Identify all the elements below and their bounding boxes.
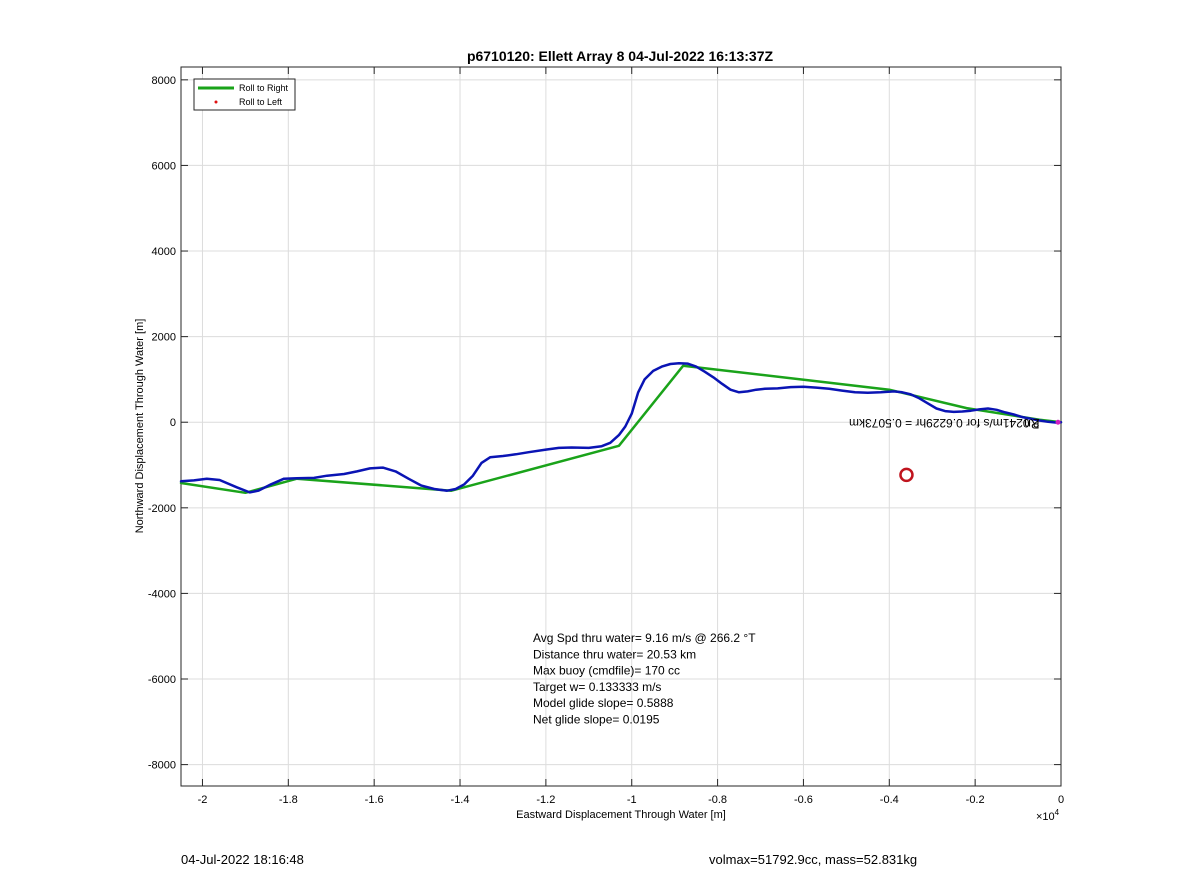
x-tick-label: -0.8 [708, 794, 727, 806]
series-line-track [179, 361, 1063, 494]
x-tick-label: -2 [198, 794, 208, 806]
x-tick-label: -1.4 [451, 794, 470, 806]
stats-line: Target w= 0.133333 m/s [533, 680, 661, 694]
y-tick-label: -8000 [148, 760, 176, 772]
footer-date: 04-Jul-2022 18:16:48 [181, 852, 304, 867]
y-tick-label: -4000 [148, 588, 176, 600]
stats-text-block: Avg Spd thru water= 9.16 m/s @ 266.2 °T D… [533, 631, 756, 727]
series-line-roll-to-right [179, 364, 1063, 495]
x-tick-label: -1.8 [279, 794, 298, 806]
legend-label: Roll to Left [239, 97, 283, 107]
x-axis-exponent: ×104 [1036, 808, 1060, 823]
chart-title: p6710120: Ellett Array 8 04-Jul-2022 16:… [467, 48, 774, 64]
track-annotation-speed: 2.0241m/s for 0.6229hr = 0.5073km [849, 416, 1039, 430]
stats-line: Avg Spd thru water= 9.16 m/s @ 266.2 °T [533, 631, 756, 645]
legend-dot-swatch [214, 100, 218, 104]
marker-layer [899, 419, 1061, 483]
track-annotation-label: Rn [1024, 417, 1039, 431]
x-axis-label: Eastward Displacement Through Water [m] [516, 809, 726, 821]
y-tick-label: 4000 [152, 246, 176, 258]
legend-box [193, 78, 296, 111]
y-tick-label: 6000 [152, 160, 176, 172]
stats-line: Distance thru water= 20.53 km [533, 647, 696, 661]
footer-volume-mass: volmax=51792.9cc, mass=52.831kg [709, 852, 918, 867]
y-axis-ticks: 8000 6000 4000 2000 0 -2000 -4000 -6000 -8000 [148, 75, 1061, 772]
x-tick-label: -1.2 [536, 794, 555, 806]
y-tick-label: 2000 [152, 332, 176, 344]
y-tick-label: 0 [170, 417, 176, 429]
stats-line: Net glide slope= 0.0195 [533, 713, 660, 727]
x-tick-label: 0 [1058, 794, 1064, 806]
series-layer [179, 361, 1063, 495]
y-tick-label: -6000 [148, 674, 176, 686]
plot-area-frame [180, 66, 1062, 787]
marker-circle [899, 467, 914, 483]
x-tick-label: -1 [627, 794, 637, 806]
y-tick-label: 8000 [152, 75, 176, 87]
stats-line: Model glide slope= 0.5888 [533, 696, 674, 710]
legend: Roll to Right Roll to Left [193, 78, 296, 111]
legend-label: Roll to Right [239, 83, 289, 93]
x-tick-label: -0.4 [880, 794, 899, 806]
x-tick-label: -0.6 [794, 794, 813, 806]
marker-dot [1055, 419, 1061, 425]
stats-line: Max buoy (cmdfile)= 170 cc [533, 664, 680, 678]
x-axis-ticks: -2 -1.8 -1.6 -1.4 -1.2 -1 -0.8 -0.6 -0.4 -0.2 0 [198, 67, 1064, 806]
x-tick-label: -1.6 [365, 794, 384, 806]
y-axis-label: Northward Displacement Through Water [m] [134, 319, 146, 534]
y-tick-label: -2000 [148, 503, 176, 515]
x-tick-label: -0.2 [966, 794, 985, 806]
